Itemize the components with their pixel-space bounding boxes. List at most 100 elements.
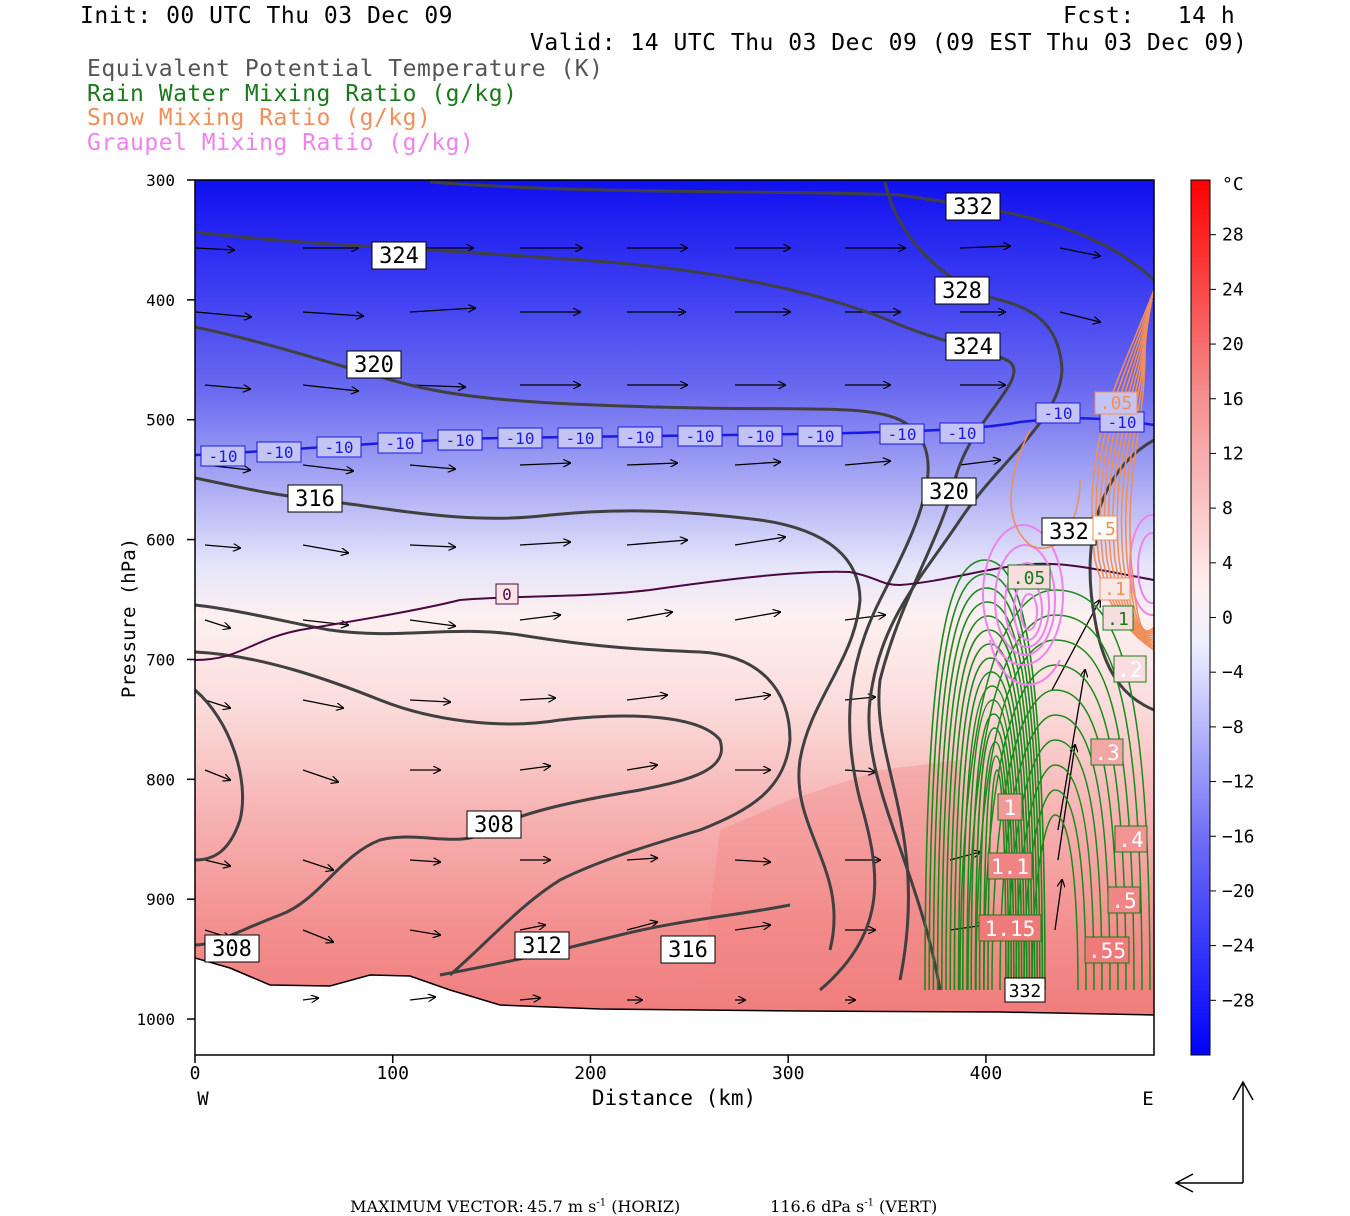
svg-text:316: 316 xyxy=(295,487,335,512)
wind-vector xyxy=(204,384,250,389)
colorbar-ticks: 28 24 20 16 12 8 4 0 −4 −8 −12 −16 −20 −24 −28 xyxy=(1210,225,1255,1011)
valid-time: Valid: 14 UTC Thu 03 Dec 09 (09 EST Thu … xyxy=(530,30,1248,56)
snow-contour xyxy=(1091,289,1154,651)
colorbar-tick-label: −12 xyxy=(1222,772,1255,793)
theta-e-label: 328 xyxy=(934,276,990,305)
svg-text:-10: -10 xyxy=(1044,404,1073,423)
svg-text:-10: -10 xyxy=(265,443,294,462)
isotherm-0-line xyxy=(195,562,1154,661)
svg-text:.2: .2 xyxy=(1117,658,1142,682)
wind-vector xyxy=(734,695,770,701)
svg-text:-10: -10 xyxy=(806,427,835,446)
svg-text:.5: .5 xyxy=(1111,889,1136,913)
theta-e-label: 316 xyxy=(660,935,716,964)
isotherm-label: -10 xyxy=(497,427,543,449)
theta-e-label: 308 xyxy=(466,810,522,839)
wind-vector xyxy=(409,929,440,935)
wind-vector xyxy=(626,858,657,860)
svg-text:.5: .5 xyxy=(1094,519,1116,540)
x-tick-label: 100 xyxy=(376,1063,409,1084)
wind-vector xyxy=(302,384,358,391)
theta-e-308-line xyxy=(195,650,723,947)
rain-labels: 1 1.1 1.15 .05 .1 .2 .3 .4 .5 .55 xyxy=(978,564,1148,964)
isotherm-label: -10 xyxy=(617,426,663,448)
theta-e-label: 316 xyxy=(287,484,343,513)
wind-vector xyxy=(519,925,545,931)
wind-vector xyxy=(195,248,234,250)
svg-text:-10: -10 xyxy=(1108,413,1137,432)
wind-vector xyxy=(519,542,570,545)
theta-e-332-line xyxy=(429,180,1154,282)
svg-text:320: 320 xyxy=(929,480,969,505)
theta-e-label: 332 xyxy=(1004,977,1046,1003)
plot-frame xyxy=(194,179,1155,1056)
y-tick-label: 500 xyxy=(146,411,175,430)
graupel-contour xyxy=(982,524,1064,666)
graupel-contour xyxy=(1137,532,1154,604)
colorbar-tick-label: 8 xyxy=(1222,498,1233,519)
wind-vector xyxy=(1059,247,1100,256)
wind-vector xyxy=(204,769,230,780)
snow-contour xyxy=(1120,324,1154,635)
wind-vector xyxy=(409,619,455,626)
west-label: W xyxy=(197,1088,209,1110)
svg-text:-10: -10 xyxy=(325,438,354,457)
rain-contour xyxy=(928,573,1044,991)
updraft-vector xyxy=(1057,745,1075,861)
svg-text:0: 0 xyxy=(502,585,512,604)
wind-vector xyxy=(195,311,251,317)
rain-label: .3 xyxy=(1090,738,1124,766)
wind-vector xyxy=(302,544,348,553)
max-vector-horiz: 45.7 m s-1 (HORIZ) xyxy=(527,1197,681,1216)
y-tick-label: 400 xyxy=(146,291,175,310)
x-tick-label: 0 xyxy=(190,1063,201,1084)
rain-label: .2 xyxy=(1113,655,1147,683)
isotherm-label: -10 xyxy=(377,432,423,454)
wind-vector xyxy=(302,464,353,471)
field-title-snow: Snow Mixing Ratio (g/kg) xyxy=(87,105,432,131)
wind-vector xyxy=(844,615,885,621)
isotherm-label: -10 xyxy=(200,445,246,467)
svg-text:-10: -10 xyxy=(446,431,475,450)
colorbar-tick-label: −4 xyxy=(1222,662,1244,683)
wind-vector xyxy=(1059,311,1100,322)
svg-text:308: 308 xyxy=(474,813,514,838)
theta-e-label: 320 xyxy=(921,477,977,506)
theta-e-label: 332 xyxy=(945,192,1001,221)
wind-vector xyxy=(734,860,770,862)
svg-text:.55: .55 xyxy=(1088,939,1126,963)
wind-vector xyxy=(734,612,780,621)
x-axis: 0 100 200 300 400 xyxy=(190,1055,1002,1084)
x-axis-title: Distance (km) xyxy=(592,1086,756,1110)
isotherm-label: -10 xyxy=(939,422,985,444)
svg-text:.05: .05 xyxy=(1100,393,1133,414)
isotherm-label: -10 xyxy=(1035,402,1081,424)
theta-e-label: 312 xyxy=(514,931,570,960)
x-tick-label: 300 xyxy=(772,1063,805,1084)
theta-e-320-line xyxy=(195,325,930,992)
rain-contour xyxy=(970,713,1018,991)
y-axis: 300 400 500 600 700 800 900 1000 xyxy=(136,171,195,1029)
wind-vector xyxy=(409,860,440,862)
theta-e-label: 332 xyxy=(1041,517,1097,546)
graupel-contours xyxy=(982,514,1154,686)
rain-contour xyxy=(983,664,1127,991)
isotherm-label: -10 xyxy=(879,423,925,445)
wind-vector xyxy=(302,311,363,316)
wind-vector xyxy=(302,619,348,625)
y-tick-label: 300 xyxy=(146,171,175,190)
colorbar-tick-label: −20 xyxy=(1222,881,1255,902)
rain-label: .5 xyxy=(1107,886,1141,914)
svg-text:316: 316 xyxy=(668,938,708,963)
wind-vector xyxy=(959,460,1000,466)
colorbar-tick-label: −8 xyxy=(1222,717,1244,738)
svg-text:324: 324 xyxy=(953,335,993,360)
wind-vector xyxy=(626,540,687,546)
wind-vector xyxy=(519,698,555,700)
isotherm-label: -10 xyxy=(797,425,843,447)
svg-text:-10: -10 xyxy=(888,425,917,444)
svg-text:-10: -10 xyxy=(506,429,535,448)
graupel-contour xyxy=(1004,562,1050,648)
wind-vector xyxy=(626,765,657,771)
